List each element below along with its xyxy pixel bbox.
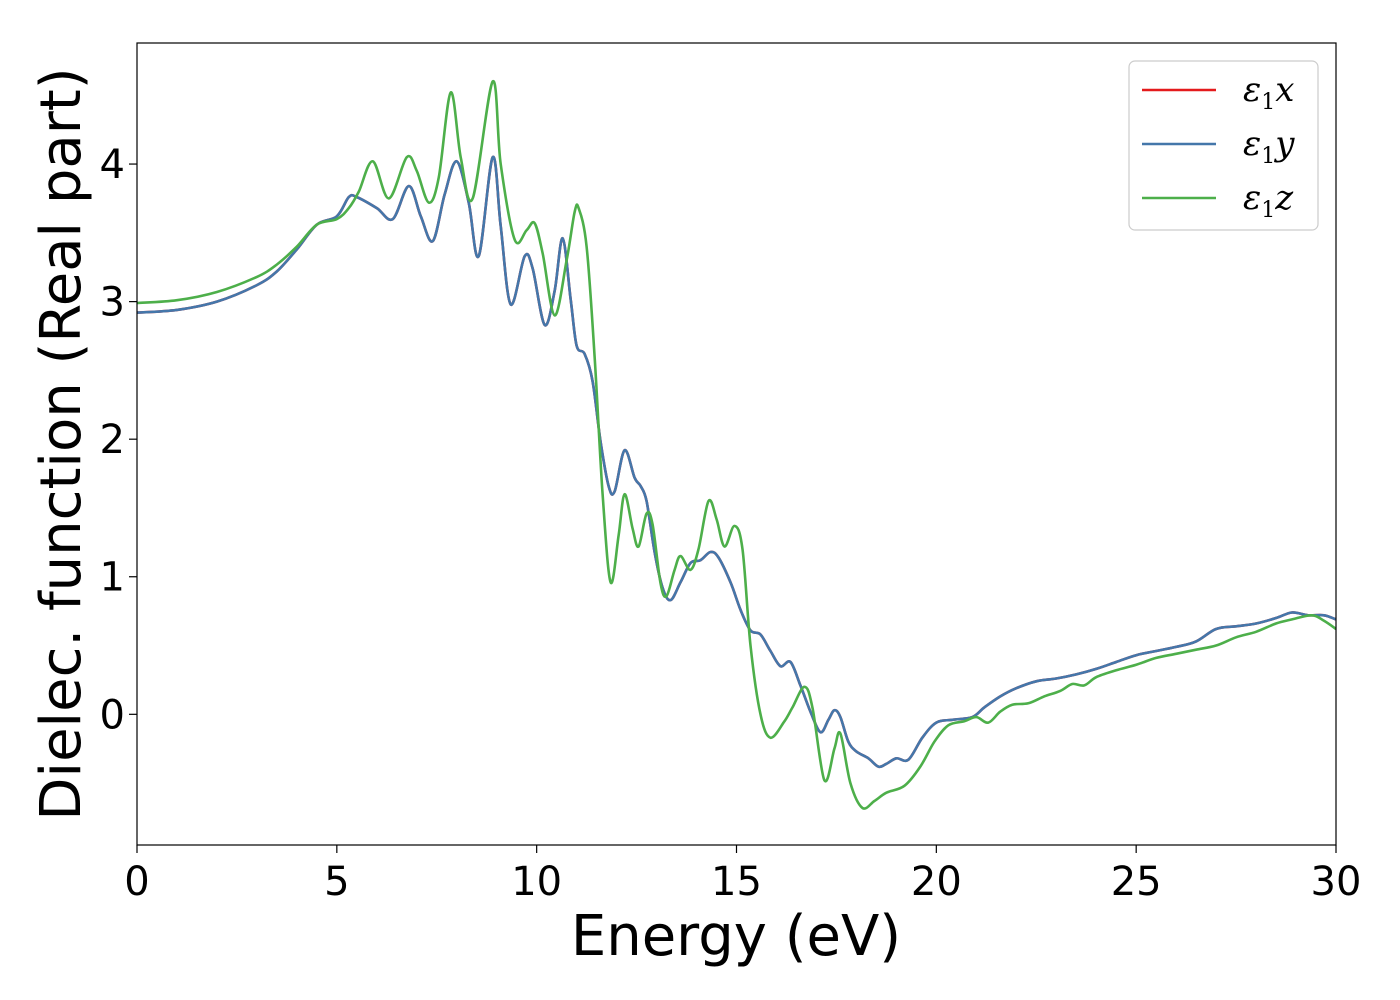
y-axis-title: Dielec. function (Real part) (29, 67, 94, 820)
series-line-y (137, 155, 1336, 769)
x-tick-label: 30 (1311, 859, 1362, 905)
legend-label-z: ε1z (1243, 178, 1294, 223)
y-tick-label: 4 (100, 142, 125, 188)
legend-box (1128, 60, 1319, 231)
y-tick-label: 0 (100, 692, 125, 738)
x-tick-label: 0 (124, 859, 149, 905)
x-axis-title: Energy (eV) (571, 904, 901, 969)
y-tick-label: 3 (100, 280, 125, 326)
y-tick-label: 1 (100, 555, 125, 601)
legend-label-x: ε1x (1243, 70, 1294, 115)
y-axis: 0 1 2 3 4 (100, 142, 137, 738)
y-tick-label: 2 (100, 417, 125, 463)
series-layer (137, 80, 1336, 810)
series-line-z (137, 80, 1336, 810)
legend-label-y: ε1y (1243, 124, 1295, 169)
x-tick-label: 20 (911, 859, 962, 905)
x-tick-label: 15 (711, 859, 762, 905)
legend: ε1x ε1y ε1z (1128, 60, 1319, 231)
x-tick-label: 5 (324, 859, 349, 905)
x-tick-label: 10 (511, 859, 562, 905)
x-tick-label: 25 (1111, 859, 1162, 905)
x-axis: 0 5 10 15 20 25 30 (124, 845, 1361, 905)
